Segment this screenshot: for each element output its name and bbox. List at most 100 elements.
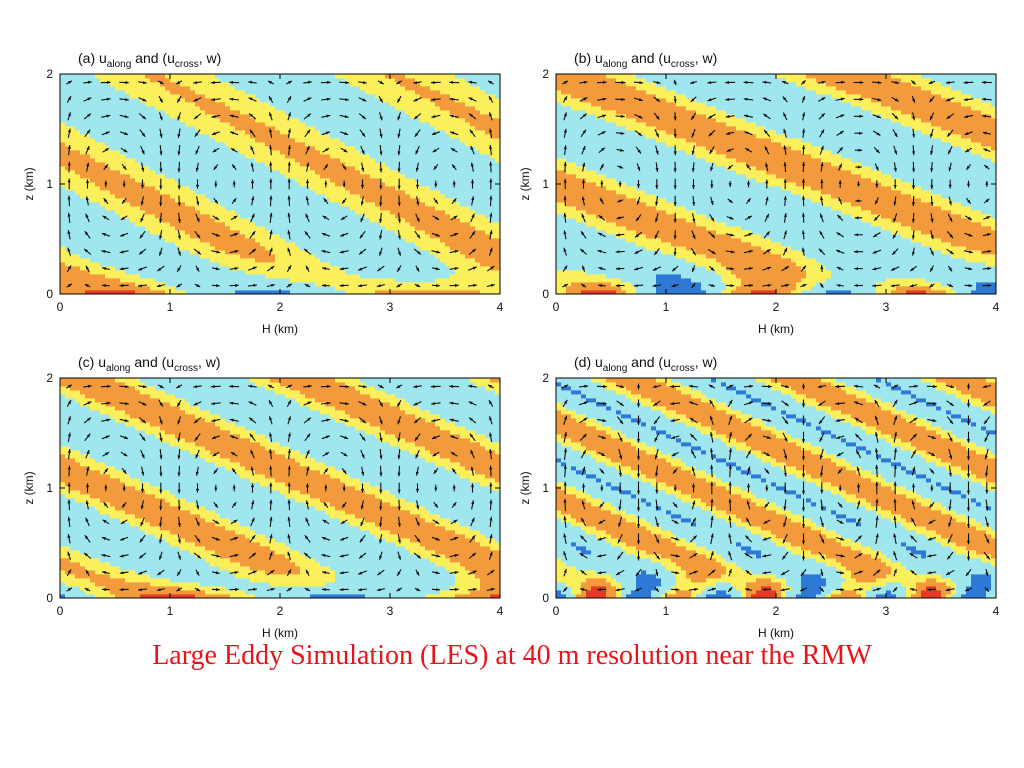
- field-cell: [290, 110, 296, 115]
- field-cell: [90, 190, 96, 195]
- field-cell: [100, 206, 106, 211]
- field-cell: [495, 222, 501, 227]
- field-cell: [475, 222, 481, 227]
- field-cell: [195, 210, 201, 215]
- field-cell: [420, 266, 426, 271]
- field-cell: [165, 178, 171, 183]
- field-cell: [430, 210, 436, 215]
- field-cell: [225, 270, 231, 275]
- field-cell: [135, 82, 141, 87]
- field-cell: [495, 214, 501, 219]
- field-cell: [285, 102, 291, 107]
- field-cell: [180, 122, 186, 127]
- field-cell: [465, 182, 471, 187]
- field-cell: [90, 266, 96, 271]
- field-cell: [90, 106, 96, 111]
- field-cell: [185, 258, 191, 263]
- field-cell: [320, 114, 326, 119]
- field-cell: [380, 250, 386, 255]
- field-cell: [380, 146, 386, 151]
- field-cell: [260, 222, 266, 227]
- field-cell: [155, 90, 161, 95]
- field-cell: [450, 206, 456, 211]
- field-cell: [430, 114, 436, 119]
- field-cell: [360, 246, 366, 251]
- field-cell: [450, 238, 456, 243]
- field-cell: [340, 242, 346, 247]
- field-cell: [235, 90, 241, 95]
- field-cell: [130, 130, 136, 135]
- field-cell: [375, 98, 381, 103]
- field-cell: [200, 158, 206, 163]
- field-cell: [230, 138, 236, 143]
- field-cell: [205, 166, 211, 171]
- field-cell: [235, 74, 241, 79]
- field-cell: [170, 254, 176, 259]
- field-cell: [90, 162, 96, 167]
- field-cell: [325, 158, 331, 163]
- field-cell: [455, 110, 461, 115]
- field-cell: [140, 270, 146, 275]
- field-cell: [445, 222, 451, 227]
- field-cell: [355, 142, 361, 147]
- field-cell: [165, 118, 171, 123]
- field-cell: [170, 198, 176, 203]
- field-cell: [105, 90, 111, 95]
- field-cell: [480, 222, 486, 227]
- field-cell: [170, 278, 176, 283]
- field-cell: [345, 130, 351, 135]
- field-cell: [435, 86, 441, 91]
- field-cell: [405, 202, 411, 207]
- field-cell: [375, 130, 381, 135]
- field-cell: [365, 278, 371, 283]
- field-cell: [330, 102, 336, 107]
- field-cell: [220, 190, 226, 195]
- field-cell: [445, 114, 451, 119]
- field-cell: [145, 266, 151, 271]
- field-cell: [170, 274, 176, 279]
- field-cell: [90, 114, 96, 119]
- field-cell: [335, 82, 341, 87]
- field-cell: [450, 226, 456, 231]
- field-cell: [285, 158, 291, 163]
- field-cell: [165, 278, 171, 283]
- field-cell: [135, 78, 141, 83]
- field-cell: [160, 278, 166, 283]
- field-cell: [180, 186, 186, 191]
- field-cell: [395, 150, 401, 155]
- field-cell: [285, 254, 291, 259]
- field-cell: [405, 178, 411, 183]
- field-cell: [325, 282, 331, 287]
- field-cell: [450, 86, 456, 91]
- field-cell: [155, 190, 161, 195]
- field-cell: [285, 166, 291, 171]
- field-cell: [285, 74, 291, 79]
- field-cell: [300, 226, 306, 231]
- field-cell: [355, 146, 361, 151]
- field-cell: [255, 154, 261, 159]
- field-cell: [405, 114, 411, 119]
- field-cell: [320, 202, 326, 207]
- field-cell: [270, 242, 276, 247]
- field-cell: [320, 110, 326, 115]
- field-cell: [80, 286, 86, 291]
- field-cell: [110, 182, 116, 187]
- field-cell: [465, 134, 471, 139]
- field-cell: [230, 290, 236, 295]
- wind-arrowhead: [119, 250, 124, 254]
- field-cell: [335, 258, 341, 263]
- field-cell: [305, 150, 311, 155]
- field-cell: [60, 234, 66, 239]
- field-cell: [165, 210, 171, 215]
- wind-arrowhead: [156, 284, 161, 288]
- field-cell: [255, 214, 261, 219]
- field-cell: [155, 210, 161, 215]
- field-cell: [180, 250, 186, 255]
- field-cell: [345, 270, 351, 275]
- field-cell: [145, 122, 151, 127]
- field-cell: [250, 242, 256, 247]
- field-cell: [445, 258, 451, 263]
- field-cell: [65, 190, 71, 195]
- field-cell: [105, 74, 111, 79]
- field-cell: [315, 74, 321, 79]
